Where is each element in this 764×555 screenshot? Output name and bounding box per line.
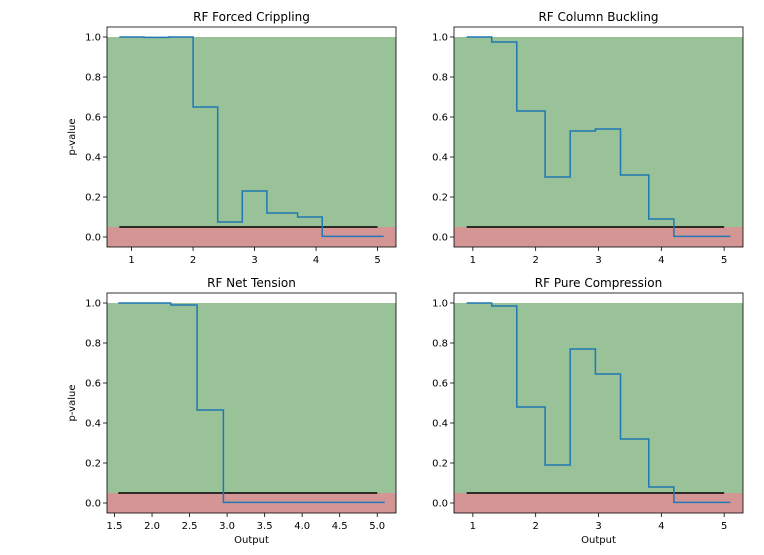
y-tick-label: 0.8 [85, 73, 101, 84]
x-tick-label: 5.0 [369, 521, 385, 532]
subplot-title: RF Pure Compression [535, 276, 662, 290]
y-tick-label: 0.4 [85, 153, 101, 164]
subplot-3: 1.5 2.0 2.5 3.0 3.5 4.0 4.5 5.0 0.0 0.2 0.4 0.6 0.8 1… [67, 276, 397, 546]
x-tick-label: 2 [532, 521, 538, 532]
step-line [119, 36, 384, 238]
x-tick-label: 3.5 [257, 521, 273, 532]
y-tick-label: 0.6 [85, 379, 101, 390]
y-tick-label: 0.8 [432, 339, 448, 350]
x-tick-label: 4 [658, 255, 664, 266]
plot-area [454, 36, 743, 247]
y-tick-label: 0.6 [432, 113, 448, 124]
x-tick-label: 3.0 [219, 521, 235, 532]
x-tick-label: 4.5 [332, 521, 348, 532]
subplot-4: 1 2 3 4 5 0.0 0.2 0.4 0.6 0.8 1.0 RF Pure Compressi… [432, 276, 744, 546]
y-axis-label: p-value [67, 384, 78, 421]
fail-band [454, 493, 743, 513]
x-tick-label: 1.5 [107, 521, 123, 532]
plot-area [107, 36, 396, 247]
plot-area [454, 302, 743, 513]
y-tick-label: 0.8 [85, 339, 101, 350]
pass-band [107, 303, 396, 493]
x-tick-label: 3 [251, 255, 257, 266]
y-tick-label: 0.0 [85, 233, 101, 244]
x-tick-label: 5 [374, 255, 380, 266]
axes-frame [106, 292, 397, 514]
y-tick-label: 0.2 [432, 459, 448, 470]
y-tick-label: 1.0 [432, 299, 448, 310]
x-tick-label: 2.0 [144, 521, 160, 532]
x-tick-label: 4.0 [294, 521, 310, 532]
subplot-title: RF Forced Crippling [193, 10, 310, 24]
y-axis-label: p-value [67, 118, 78, 155]
subplot-title: RF Net Tension [207, 276, 296, 290]
y-tick-label: 0.6 [432, 379, 448, 390]
x-tick-label: 3 [595, 255, 601, 266]
y-tick-label: 0.4 [85, 419, 101, 430]
pass-band [454, 303, 743, 493]
y-tick-label: 0.4 [432, 153, 448, 164]
y-tick-label: 1.0 [432, 33, 448, 44]
x-tick-label: 1 [470, 521, 476, 532]
subplot-2: 1 2 3 4 5 0.0 0.2 0.4 0.6 0.8 1.0 RF Column Bucklin… [432, 10, 744, 266]
y-tick-label: 0.2 [85, 459, 101, 470]
step-line [118, 302, 385, 504]
x-tick-label: 3 [595, 521, 601, 532]
x-tick-label: 2 [532, 255, 538, 266]
pass-band [454, 37, 743, 227]
fail-band [454, 227, 743, 247]
y-tick-label: 0.0 [85, 499, 101, 510]
y-tick-label: 0.2 [432, 193, 448, 204]
x-tick-label: 5 [721, 255, 727, 266]
fail-band [107, 227, 396, 247]
y-tick-label: 0.0 [432, 233, 448, 244]
x-tick-label: 2.5 [182, 521, 198, 532]
pass-band [107, 37, 396, 227]
plot-area [107, 302, 396, 513]
x-tick-label: 5 [721, 521, 727, 532]
y-tick-label: 0.6 [85, 113, 101, 124]
step-line [466, 36, 731, 238]
x-tick-label: 4 [313, 255, 319, 266]
x-tick-label: 2 [190, 255, 196, 266]
y-tick-label: 0.4 [432, 419, 448, 430]
y-tick-label: 1.0 [85, 33, 101, 44]
y-tick-label: 0.2 [85, 193, 101, 204]
x-axis-label: Output [234, 535, 269, 546]
axes-frame [106, 26, 397, 248]
subplot-1: 1 2 3 4 5 0.0 0.2 0.4 0.6 0.8 1.0 RF Forced Crippli… [67, 10, 397, 266]
x-tick-label: 1 [128, 255, 134, 266]
y-tick-label: 0.8 [432, 73, 448, 84]
y-tick-label: 0.0 [432, 499, 448, 510]
x-tick-label: 4 [658, 521, 664, 532]
x-axis-label: Output [581, 535, 616, 546]
y-tick-label: 1.0 [85, 299, 101, 310]
step-line [466, 302, 731, 504]
subplot-title: RF Column Buckling [538, 10, 658, 24]
x-tick-label: 1 [470, 255, 476, 266]
